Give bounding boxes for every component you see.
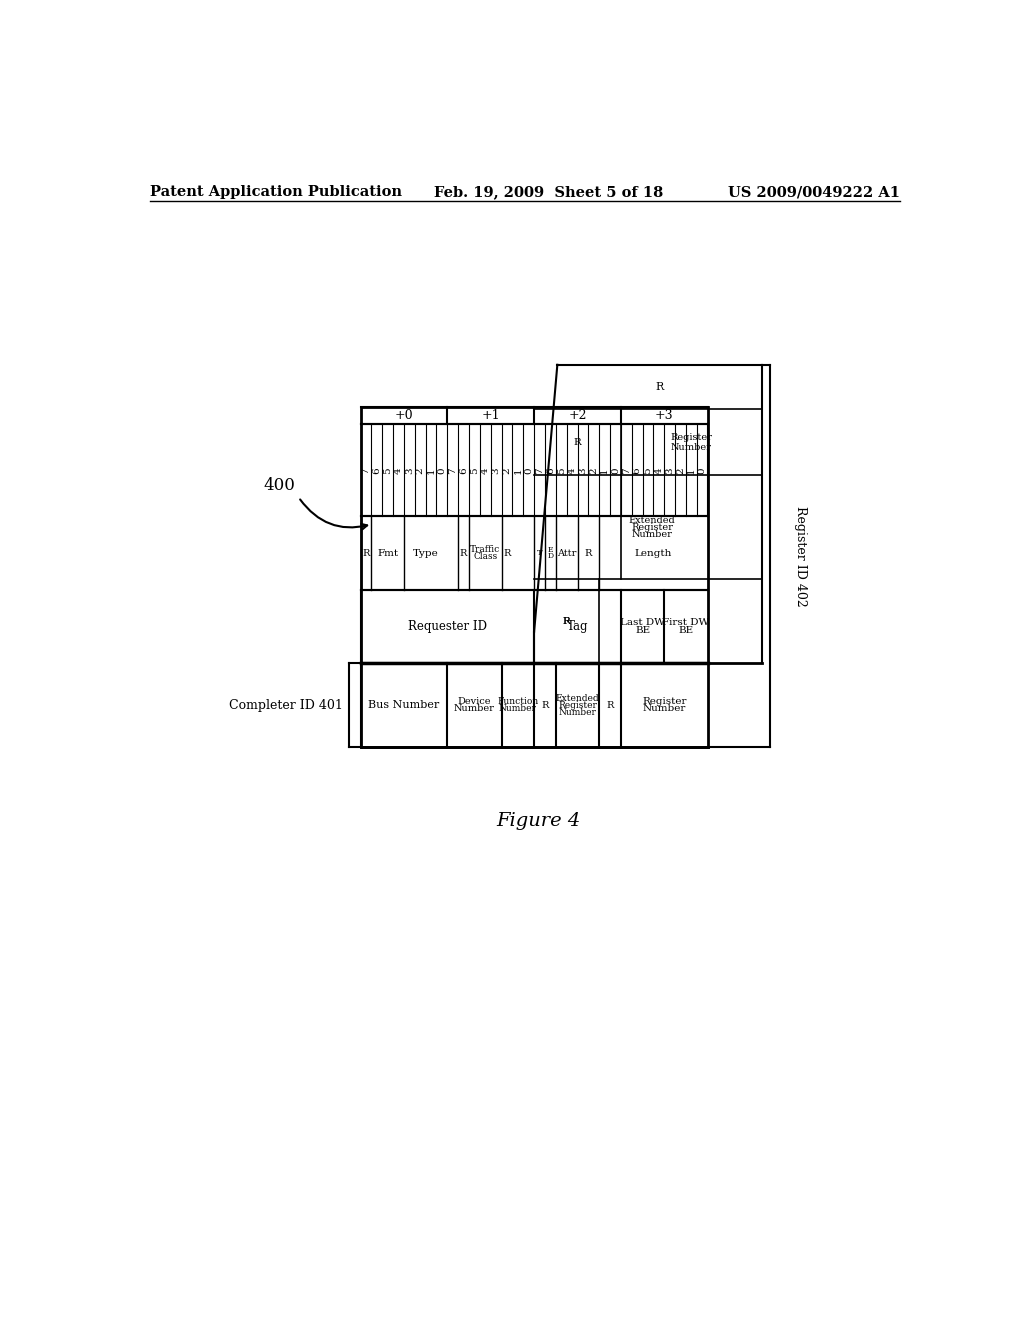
Text: 0: 0 bbox=[437, 467, 446, 474]
Text: Patent Application Publication: Patent Application Publication bbox=[150, 185, 401, 199]
Text: 1: 1 bbox=[600, 467, 609, 474]
Text: 7: 7 bbox=[535, 467, 544, 474]
Text: +3: +3 bbox=[655, 409, 674, 422]
Text: Attr: Attr bbox=[557, 549, 577, 557]
Text: Last DW: Last DW bbox=[621, 618, 665, 627]
Text: R: R bbox=[655, 381, 664, 392]
Text: T: T bbox=[537, 549, 543, 557]
Text: 5: 5 bbox=[557, 467, 565, 474]
Text: R: R bbox=[585, 549, 592, 557]
Text: 0: 0 bbox=[697, 467, 707, 474]
Text: +2: +2 bbox=[568, 409, 587, 422]
Text: 7: 7 bbox=[622, 467, 631, 474]
Text: Feb. 19, 2009  Sheet 5 of 18: Feb. 19, 2009 Sheet 5 of 18 bbox=[434, 185, 664, 199]
Text: Register: Register bbox=[642, 697, 686, 706]
Text: Number: Number bbox=[558, 708, 596, 717]
Text: +0: +0 bbox=[394, 409, 414, 422]
Text: 3: 3 bbox=[492, 467, 501, 474]
Text: 7: 7 bbox=[361, 467, 371, 474]
Text: 3: 3 bbox=[404, 467, 414, 474]
Text: R: R bbox=[542, 701, 549, 710]
Text: Traffic: Traffic bbox=[470, 545, 501, 554]
Text: 7: 7 bbox=[449, 467, 458, 474]
Text: 2: 2 bbox=[416, 467, 425, 474]
Text: BE: BE bbox=[679, 626, 693, 635]
Text: Number: Number bbox=[632, 529, 673, 539]
Text: 6: 6 bbox=[459, 467, 468, 474]
Bar bbox=[360, 407, 708, 747]
Text: 2: 2 bbox=[676, 467, 685, 474]
Text: Function: Function bbox=[498, 697, 539, 706]
Text: +1: +1 bbox=[481, 409, 500, 422]
Text: E: E bbox=[548, 545, 553, 553]
Text: Fmt: Fmt bbox=[377, 549, 398, 557]
Text: Class: Class bbox=[473, 552, 498, 561]
Text: Tag: Tag bbox=[566, 619, 588, 632]
Text: Number: Number bbox=[454, 704, 495, 713]
Text: 4: 4 bbox=[654, 467, 664, 474]
Text: Number: Number bbox=[499, 704, 537, 713]
Text: First DW: First DW bbox=[663, 618, 710, 627]
Text: R: R bbox=[460, 549, 467, 557]
Text: R: R bbox=[573, 438, 582, 446]
Text: 1: 1 bbox=[513, 467, 522, 474]
Text: 3: 3 bbox=[666, 467, 674, 474]
Text: Number: Number bbox=[643, 704, 686, 713]
Text: 4: 4 bbox=[567, 467, 577, 474]
Text: Register
Number: Register Number bbox=[671, 433, 713, 451]
Text: 1: 1 bbox=[427, 467, 435, 474]
Text: R: R bbox=[362, 549, 370, 557]
Text: R: R bbox=[503, 549, 511, 557]
Text: 5: 5 bbox=[383, 467, 392, 474]
Text: R: R bbox=[563, 616, 570, 626]
Text: 2: 2 bbox=[589, 467, 598, 474]
Text: 0: 0 bbox=[524, 467, 534, 474]
Text: Register ID 402: Register ID 402 bbox=[795, 506, 807, 606]
Text: US 2009/0049222 A1: US 2009/0049222 A1 bbox=[728, 185, 900, 199]
Text: Device: Device bbox=[458, 697, 492, 706]
Text: Bus Number: Bus Number bbox=[369, 700, 439, 710]
Text: R: R bbox=[563, 616, 570, 626]
Text: Requester ID: Requester ID bbox=[408, 619, 486, 632]
Text: Register: Register bbox=[631, 523, 673, 532]
Text: 6: 6 bbox=[546, 467, 555, 474]
Text: Completer ID 401: Completer ID 401 bbox=[228, 698, 343, 711]
Text: Register: Register bbox=[558, 701, 597, 710]
Text: Extended: Extended bbox=[556, 694, 599, 702]
Text: 6: 6 bbox=[373, 467, 381, 474]
Text: Figure 4: Figure 4 bbox=[497, 812, 581, 829]
Text: 400: 400 bbox=[263, 477, 295, 494]
Text: R: R bbox=[606, 701, 613, 710]
Text: 4: 4 bbox=[394, 467, 403, 474]
Text: 4: 4 bbox=[481, 467, 489, 474]
Text: 3: 3 bbox=[579, 467, 588, 474]
Text: Length: Length bbox=[635, 549, 672, 557]
Text: BE: BE bbox=[635, 626, 650, 635]
Text: D: D bbox=[547, 553, 553, 561]
Text: 6: 6 bbox=[633, 467, 642, 474]
Text: 0: 0 bbox=[611, 467, 620, 474]
Text: Extended: Extended bbox=[629, 516, 675, 525]
Text: 5: 5 bbox=[470, 467, 479, 474]
Text: Type: Type bbox=[413, 549, 438, 557]
Text: 2: 2 bbox=[503, 467, 511, 474]
Text: 5: 5 bbox=[643, 467, 652, 474]
Text: 1: 1 bbox=[687, 467, 696, 474]
